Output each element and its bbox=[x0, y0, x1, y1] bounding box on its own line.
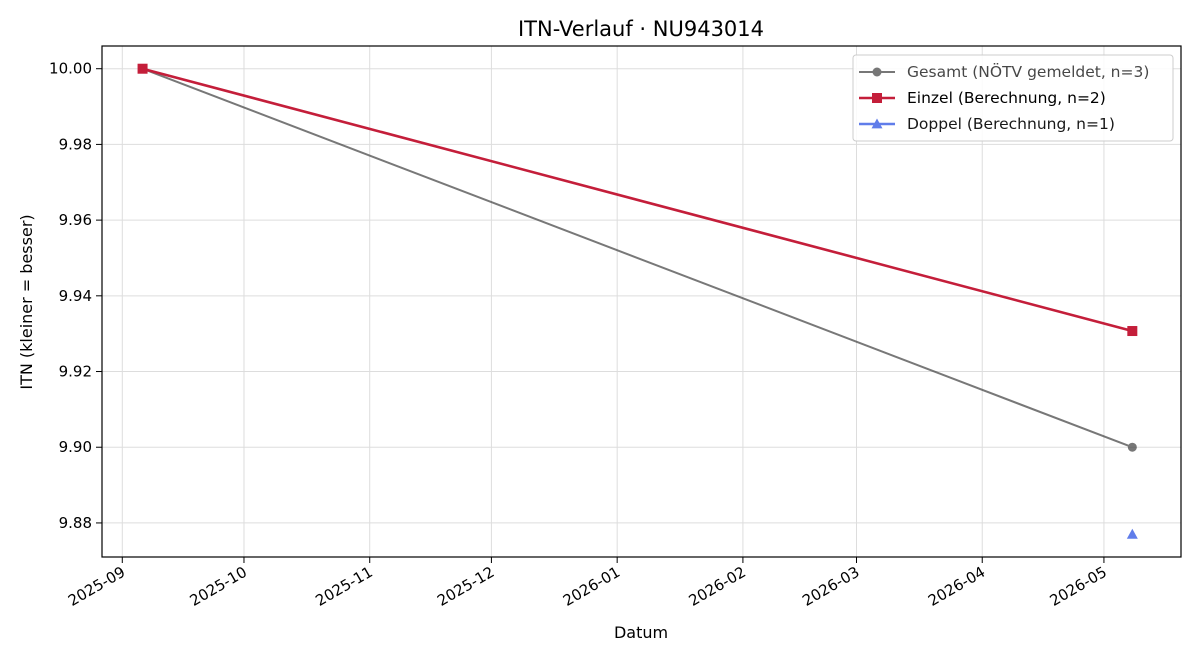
data-point bbox=[1126, 528, 1138, 539]
plot-frame bbox=[101, 45, 1182, 558]
series-2 bbox=[137, 63, 1138, 337]
y-axis: 9.88 9.90 9.92 9.94 9.96 9.98 10.00 bbox=[49, 60, 102, 532]
y-axis-label: ITN (kleiner = besser) bbox=[17, 214, 36, 389]
series-line bbox=[142, 67, 1133, 449]
x-tick-label: 2026-03 bbox=[799, 563, 862, 610]
legend: Gesamt (NÖTV gemeldet, n=3) Einzel (Berec… bbox=[852, 54, 1174, 142]
legend-marker bbox=[872, 67, 882, 77]
legend-box bbox=[852, 54, 1174, 142]
x-tick-label: 2026-04 bbox=[925, 563, 988, 610]
legend-label: Gesamt (NÖTV gemeldet, n=3) bbox=[907, 62, 1149, 81]
legend-entry: Gesamt (NÖTV gemeldet, n=3) bbox=[859, 62, 1149, 81]
series-line bbox=[142, 67, 1133, 333]
x-tick-label: 2025-12 bbox=[434, 563, 497, 610]
x-tick-label: 2026-02 bbox=[686, 563, 749, 610]
legend-entry: Einzel (Berechnung, n=2) bbox=[859, 89, 1106, 107]
x-tick-label: 2026-05 bbox=[1047, 563, 1110, 610]
y-tick-label: 9.92 bbox=[59, 363, 92, 381]
y-tick-label: 9.96 bbox=[59, 211, 92, 229]
data-point bbox=[1127, 442, 1137, 452]
x-tick-label: 2026-01 bbox=[560, 563, 623, 610]
x-tick-label: 2025-11 bbox=[312, 563, 375, 610]
legend-label: Einzel (Berechnung, n=2) bbox=[907, 89, 1106, 107]
legend-marker bbox=[872, 93, 882, 103]
y-tick-label: 9.94 bbox=[59, 287, 92, 305]
x-tick-label: 2025-09 bbox=[65, 563, 128, 610]
y-tick-label: 10.00 bbox=[49, 60, 92, 78]
y-tick-label: 9.98 bbox=[59, 135, 92, 153]
grid bbox=[102, 46, 1181, 557]
chart-title: ITN-Verlauf · NU943014 bbox=[518, 17, 764, 41]
legend-marker bbox=[871, 118, 883, 129]
x-axis: 2025-09 2025-10 2025-11 2025-12 2026-01 2026-… bbox=[65, 557, 1110, 610]
x-axis-label: Datum bbox=[614, 623, 668, 642]
series-layer bbox=[137, 63, 1138, 539]
data-point bbox=[1127, 326, 1138, 337]
x-tick-label: 2025-10 bbox=[187, 563, 250, 610]
legend-label: Doppel (Berechnung, n=1) bbox=[907, 115, 1115, 133]
data-point bbox=[137, 63, 148, 74]
y-tick-label: 9.88 bbox=[59, 514, 92, 532]
legend-entry: Doppel (Berechnung, n=1) bbox=[859, 115, 1115, 133]
series-3 bbox=[1126, 528, 1138, 539]
y-tick-label: 9.90 bbox=[59, 438, 92, 456]
